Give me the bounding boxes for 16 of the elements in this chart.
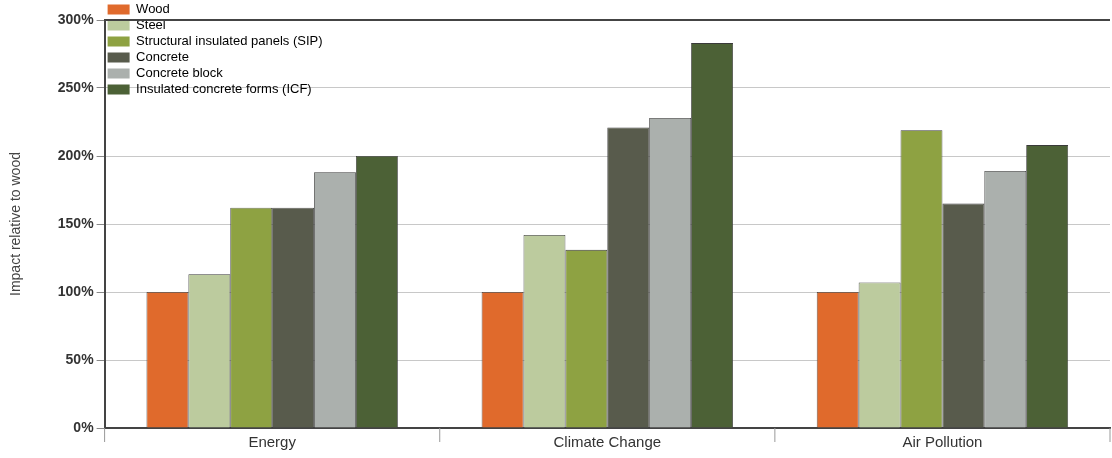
y-tick-label: 250% xyxy=(57,78,95,95)
y-tick-label: 50% xyxy=(65,350,95,367)
x-tick-label: Energy xyxy=(248,433,297,451)
legend-label: Concrete xyxy=(136,49,189,65)
y-axis-title: Impact relative to wood xyxy=(7,152,24,296)
legend-label: Insulated concrete forms (ICF) xyxy=(136,81,312,97)
x-tick-label: Air Pollution xyxy=(902,433,983,451)
y-tick-label: 0% xyxy=(73,418,95,435)
legend-label: Concrete block xyxy=(136,65,224,81)
y-tick-label: 100% xyxy=(57,282,95,299)
x-tick-label: Climate Change xyxy=(553,433,662,451)
legend-label: Structural insulated panels (SIP) xyxy=(136,33,323,49)
y-tick-label: 300% xyxy=(57,10,95,27)
y-tick-label: 200% xyxy=(57,146,95,163)
legend-label: Wood xyxy=(136,1,170,17)
y-tick-label: 150% xyxy=(57,214,95,231)
